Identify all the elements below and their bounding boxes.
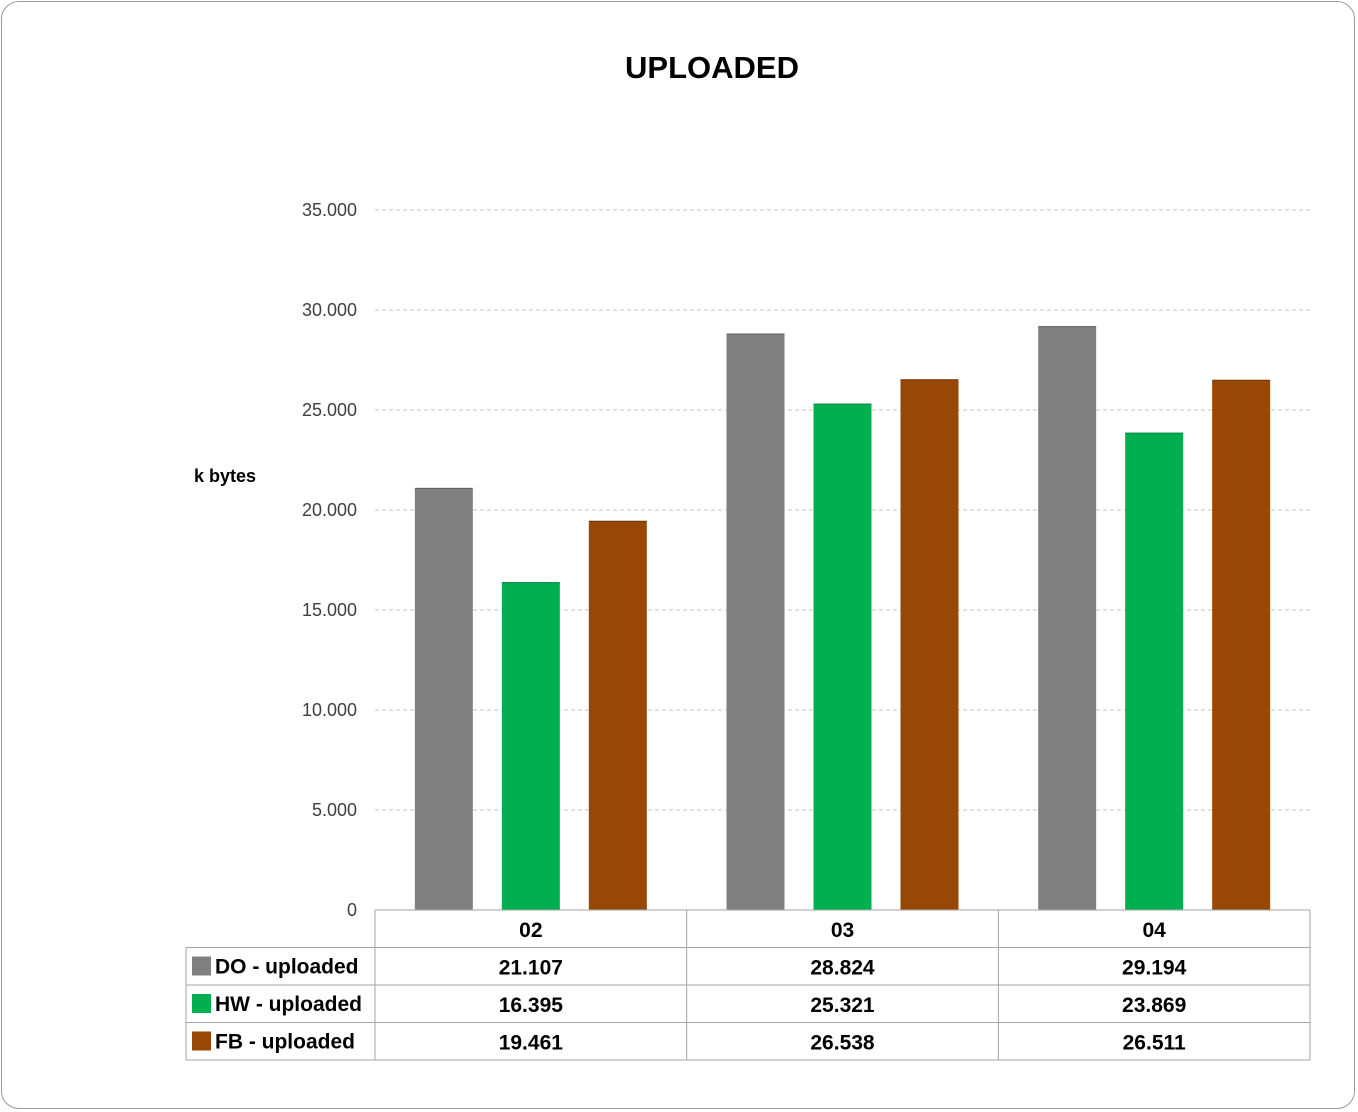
bar-do-02 (414, 487, 473, 910)
legend-label: HW - uploaded (215, 993, 362, 1016)
data-label: 23.869 (1122, 994, 1186, 1017)
legend-swatch (192, 1031, 211, 1051)
y-tick-label: 15.000 (302, 600, 357, 620)
chart-title: UPLOADED (625, 50, 799, 85)
data-label: 25.321 (810, 994, 875, 1017)
bar-fb-03 (900, 379, 959, 910)
y-tick-label: 10.000 (302, 700, 357, 720)
bar-fb-04 (1212, 379, 1271, 910)
bar-hw-03 (813, 403, 872, 910)
bar-hw-02 (501, 582, 560, 910)
y-tick-label: 20.000 (302, 500, 357, 520)
y-tick-label: 0 (347, 900, 357, 920)
category-label: 02 (519, 919, 542, 942)
bar-hw-04 (1125, 432, 1184, 910)
bars (414, 326, 1271, 910)
data-label: 26.538 (810, 1032, 875, 1055)
data-label: 19.461 (499, 1032, 564, 1055)
legend-label: FB - uploaded (215, 1031, 355, 1054)
category-label: 04 (1142, 919, 1166, 942)
y-tick-label: 30.000 (302, 300, 357, 320)
y-tick-label: 5.000 (312, 800, 357, 820)
legend-label: DO - uploaded (215, 956, 359, 979)
y-tick-label: 35.000 (302, 200, 357, 220)
y-axis-label: k bytes (194, 466, 256, 486)
category-label: 03 (831, 919, 854, 942)
data-label: 29.194 (1122, 957, 1187, 980)
bar-do-03 (726, 333, 785, 910)
data-label: 21.107 (499, 957, 563, 980)
y-tick-label: 25.000 (302, 400, 357, 420)
data-table: 02 03 04 DO - uploaded 21.107 28.824 29.194 HW … (185, 909, 1311, 1061)
bar-fb-02 (588, 520, 647, 910)
data-label: 16.395 (499, 994, 564, 1017)
data-label: 26.511 (1123, 1032, 1186, 1055)
legend-swatch (192, 994, 211, 1013)
y-axis-ticks: 0 5.000 10.000 15.000 20.000 25.000 30.000 35.0… (302, 200, 357, 920)
data-label: 28.824 (810, 957, 875, 980)
bar-do-04 (1038, 326, 1097, 910)
legend-swatch (192, 956, 211, 976)
